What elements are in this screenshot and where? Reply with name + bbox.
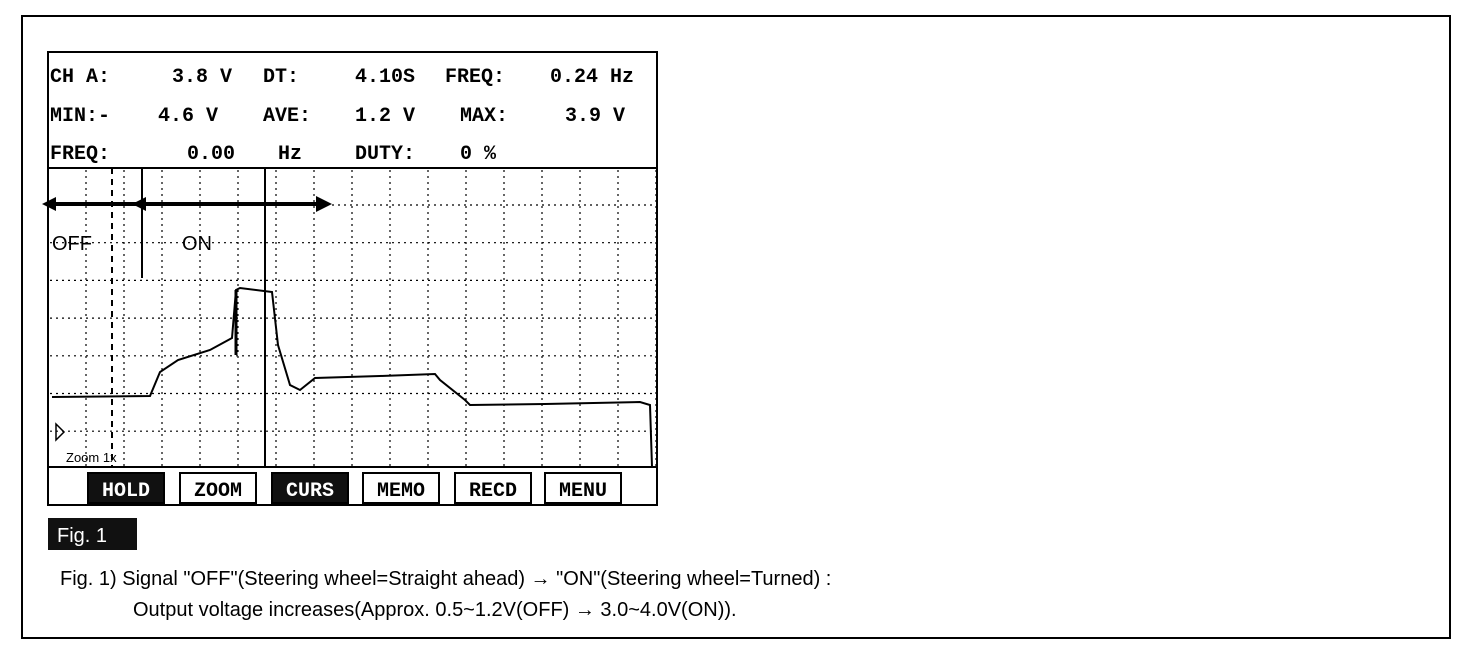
header-field: 0 % [460,143,497,166]
caption: Fig. 1) Signal "OFF"(Steering wheel=Stra… [60,568,831,590]
frame [21,15,1451,639]
signal-trace [51,286,653,468]
button-label: ZOOM [194,480,242,503]
header-field: CH A: [50,66,110,89]
caption: Output voltage increases(Approx. 0.5~1.2… [133,599,737,621]
fig-label: Fig. 1 [57,525,107,547]
button-label: RECD [469,480,517,503]
header-field: 3.8 V [172,66,232,89]
header-field: FREQ: [50,143,110,166]
header: CH A: 3.8 V DT: 4.10S FREQ: 0.24 Hz MIN:- 4.6 V… [50,66,634,166]
button [454,472,532,504]
button [271,472,349,504]
header-field: 4.10S [355,66,415,89]
header-field: FREQ: [445,66,505,89]
header-field: 0.00 [187,143,235,166]
buttons: HOLD ZOOM CURS MEMO RECD MENU [87,472,622,504]
header-field: DT: [263,66,299,89]
arrow-head [42,197,56,211]
header-field: 0.24 Hz [550,66,634,89]
grid [50,170,657,466]
header-field: MAX: [460,105,508,128]
fig-label-box [48,518,137,550]
header-field: Hz [278,143,302,166]
header-field: 1.2 V [355,105,415,128]
button-label: HOLD [102,480,150,503]
arrow-head [316,196,332,212]
button-label: CURS [286,480,334,503]
button [544,472,622,504]
header-field: AVE: [263,105,311,128]
header-field: 3.9 V [565,105,625,128]
trigger-marker [55,422,66,442]
header-field: DUTY: [355,143,415,166]
button [87,472,165,504]
button [179,472,257,504]
header-field: 4.6 V [158,105,218,128]
button-label: MENU [559,480,607,503]
off-label: OFF [52,233,92,255]
zoom-label: Zoom 1x [66,450,117,465]
button-label: MEMO [377,480,425,503]
header-field: MIN:- [50,105,110,128]
button [362,472,440,504]
on-label: ON [182,233,212,255]
